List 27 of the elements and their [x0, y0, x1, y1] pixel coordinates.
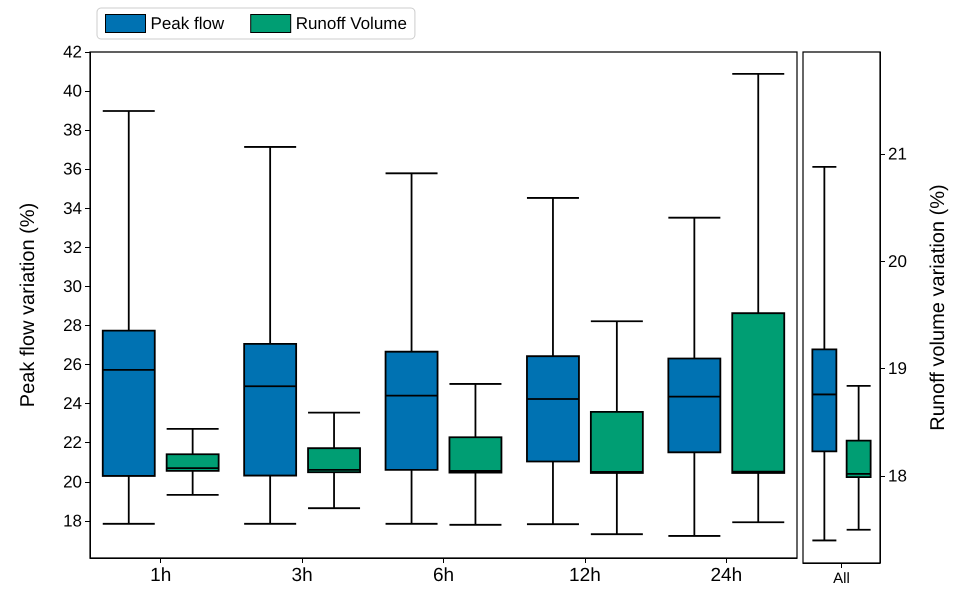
x-tick-label: 12h: [569, 565, 601, 586]
y-tick-label: 22: [63, 433, 82, 452]
y-tick-label: 42: [63, 42, 82, 62]
x-tick-label: 1h: [150, 565, 172, 586]
y-tick-label: 26: [63, 355, 82, 374]
y-tick-label: 28: [63, 316, 82, 336]
legend-label: Peak flow: [150, 14, 225, 33]
x-tick-label: All: [833, 570, 850, 587]
x-tick-label: 24h: [710, 565, 742, 586]
y-tick-label: 30: [63, 276, 82, 296]
y2-tick-label: 18: [888, 466, 907, 486]
legend-label: Runoff Volume: [296, 14, 407, 33]
y2-axis-title: Runoff volume variation (%): [927, 184, 949, 431]
y-tick-label: 20: [63, 472, 82, 492]
y-tick-label: 40: [63, 82, 82, 101]
y-tick-label: 32: [63, 238, 82, 257]
x-tick-label: 3h: [292, 565, 313, 586]
y2-tick-label: 21: [888, 144, 907, 164]
y-tick-label: 36: [63, 160, 82, 179]
y-tick-label: 24: [63, 394, 82, 414]
y2-tick-label: 20: [888, 252, 907, 271]
y2-tick-label: 19: [888, 359, 907, 378]
x-tick-label: 6h: [432, 565, 454, 586]
y-tick-label: 18: [63, 511, 82, 530]
y-tick-label: 34: [63, 198, 82, 218]
y-tick-label: 38: [63, 120, 82, 140]
y-axis-title: Peak flow variation (%): [17, 202, 39, 408]
